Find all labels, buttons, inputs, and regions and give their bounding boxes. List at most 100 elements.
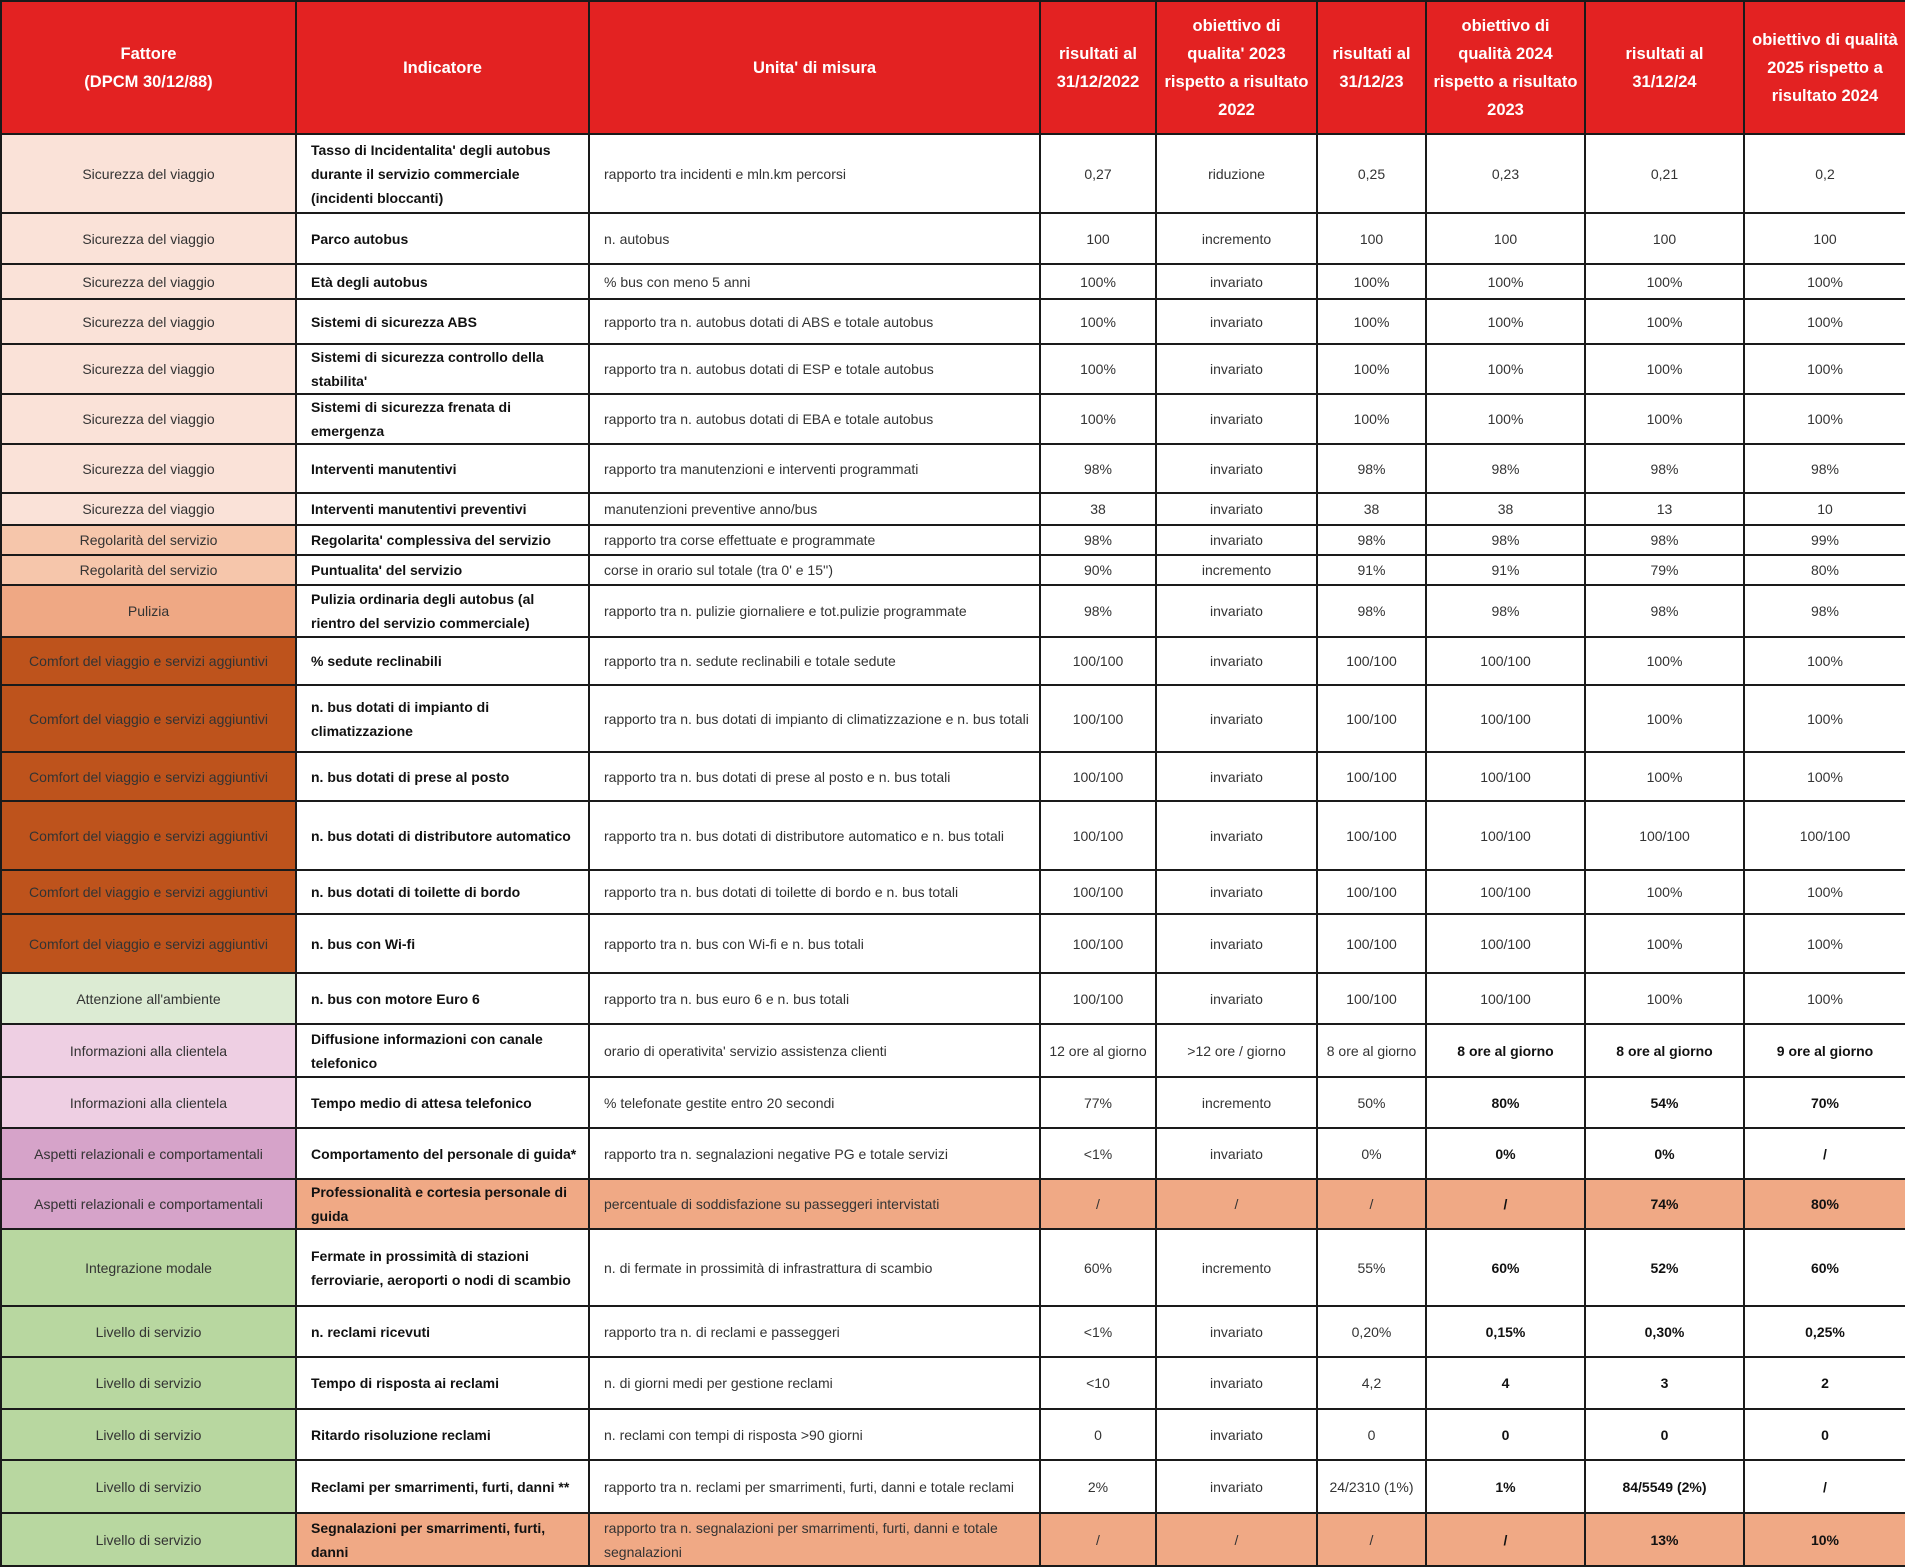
cell-unita-misura: rapporto tra n. bus dotati di distributo… (588, 800, 1041, 871)
table-row: Sicurezza del viaggio Sistemi di sicurezz… (0, 298, 1905, 345)
cell-indicatore: n. bus con motore Euro 6 (295, 972, 590, 1025)
cell-fattore: Regolarità del servizio (0, 524, 297, 556)
cell-risultati-2022: 100/100 (1039, 869, 1157, 915)
cell-indicatore: Tasso di Incidentalita' degli autobus du… (295, 133, 590, 214)
cell-obiettivo-2023: incremento (1155, 1228, 1318, 1307)
table-body: Sicurezza del viaggio Tasso di Incidental… (0, 133, 1905, 1567)
cell-indicatore: n. bus dotati di impianto di climatizzaz… (295, 684, 590, 753)
cell-unita-misura: rapporto tra incidenti e mln.km percorsi (588, 133, 1041, 214)
cell-obiettivo-2023: riduzione (1155, 133, 1318, 214)
cell-indicatore: % sedute reclinabili (295, 636, 590, 686)
header-obiettivo-2025: obiettivo di qualità 2025 rispetto a ris… (1743, 0, 1905, 135)
cell-fattore: Sicurezza del viaggio (0, 343, 297, 395)
cell-risultati-2022: 60% (1039, 1228, 1157, 1307)
cell-risultati-2024: 100% (1584, 913, 1745, 974)
cell-risultati-2024: 0,21 (1584, 133, 1745, 214)
cell-risultati-2023: 100 (1316, 212, 1427, 265)
cell-indicatore: Comportamento del personale di guida* (295, 1127, 590, 1180)
cell-indicatore: Interventi manutentivi (295, 443, 590, 494)
cell-risultati-2023: 100% (1316, 298, 1427, 345)
cell-risultati-2022: 100/100 (1039, 684, 1157, 753)
cell-obiettivo-2024: 0 (1425, 1408, 1586, 1461)
cell-risultati-2022: <10 (1039, 1356, 1157, 1410)
cell-obiettivo-2025: 10% (1743, 1512, 1905, 1567)
cell-obiettivo-2023: invariato (1155, 1408, 1318, 1461)
table-row: Livello di servizio n. reclami ricevuti ra… (0, 1305, 1905, 1358)
cell-risultati-2024: 13% (1584, 1512, 1745, 1567)
header-fattore: Fattore (DPCM 30/12/88) (0, 0, 297, 135)
header-risultati-2022: risultati al 31/12/2022 (1039, 0, 1157, 135)
cell-risultati-2023: 100/100 (1316, 684, 1427, 753)
cell-fattore: Sicurezza del viaggio (0, 212, 297, 265)
cell-obiettivo-2024: 100/100 (1425, 751, 1586, 802)
cell-risultati-2022: 100 (1039, 212, 1157, 265)
cell-indicatore: Regolarita' complessiva del servizio (295, 524, 590, 556)
cell-obiettivo-2025: 100% (1743, 751, 1905, 802)
cell-obiettivo-2023: >12 ore / giorno (1155, 1023, 1318, 1078)
cell-fattore: Pulizia (0, 584, 297, 638)
cell-risultati-2024: 0,30% (1584, 1305, 1745, 1358)
cell-obiettivo-2025: 100% (1743, 393, 1905, 445)
cell-risultati-2024: 100 (1584, 212, 1745, 265)
cell-obiettivo-2024: / (1425, 1178, 1586, 1230)
table-row: Comfort del viaggio e servizi aggiuntivi… (0, 913, 1905, 974)
cell-risultati-2022: 98% (1039, 524, 1157, 556)
table-row: Sicurezza del viaggio Sistemi di sicurezz… (0, 343, 1905, 395)
cell-obiettivo-2024: 100% (1425, 298, 1586, 345)
header-risultati-2024: risultati al 31/12/24 (1584, 0, 1745, 135)
cell-risultati-2024: 98% (1584, 443, 1745, 494)
cell-unita-misura: n. autobus (588, 212, 1041, 265)
cell-obiettivo-2024: 98% (1425, 584, 1586, 638)
table-row: Aspetti relazionali e comportamentali Pro… (0, 1178, 1905, 1230)
cell-obiettivo-2024: 100% (1425, 343, 1586, 395)
header-obiettivo-2023: obiettivo di qualita' 2023 rispetto a ri… (1155, 0, 1318, 135)
cell-fattore: Sicurezza del viaggio (0, 393, 297, 445)
cell-obiettivo-2023: invariato (1155, 584, 1318, 638)
cell-indicatore: n. bus con Wi-fi (295, 913, 590, 974)
cell-risultati-2022: / (1039, 1512, 1157, 1567)
cell-risultati-2024: 100/100 (1584, 800, 1745, 871)
cell-risultati-2024: 100% (1584, 869, 1745, 915)
cell-obiettivo-2024: 100% (1425, 393, 1586, 445)
table-row: Comfort del viaggio e servizi aggiuntivi… (0, 636, 1905, 686)
cell-risultati-2023: 100% (1316, 393, 1427, 445)
cell-risultati-2022: 100% (1039, 343, 1157, 395)
cell-fattore: Livello di servizio (0, 1512, 297, 1567)
cell-obiettivo-2024: 80% (1425, 1076, 1586, 1129)
cell-unita-misura: manutenzioni preventive anno/bus (588, 492, 1041, 526)
header-row: Fattore (DPCM 30/12/88) Indicatore Unita… (0, 0, 1905, 135)
cell-fattore: Livello di servizio (0, 1459, 297, 1514)
cell-risultati-2022: 77% (1039, 1076, 1157, 1129)
cell-risultati-2023: 0,25 (1316, 133, 1427, 214)
cell-obiettivo-2025: 100/100 (1743, 800, 1905, 871)
cell-risultati-2024: 100% (1584, 263, 1745, 300)
table-row: Livello di servizio Segnalazioni per smar… (0, 1512, 1905, 1567)
cell-indicatore: Pulizia ordinaria degli autobus (al rien… (295, 584, 590, 638)
cell-fattore: Sicurezza del viaggio (0, 492, 297, 526)
cell-obiettivo-2024: 100/100 (1425, 800, 1586, 871)
cell-obiettivo-2023: invariato (1155, 636, 1318, 686)
table-row: Aspetti relazionali e comportamentali Com… (0, 1127, 1905, 1180)
header-obiettivo-2024: obiettivo di qualità 2024 rispetto a ris… (1425, 0, 1586, 135)
cell-indicatore: Fermate in prossimità di stazioni ferrov… (295, 1228, 590, 1307)
cell-obiettivo-2023: invariato (1155, 524, 1318, 556)
cell-obiettivo-2023: invariato (1155, 492, 1318, 526)
cell-obiettivo-2024: 38 (1425, 492, 1586, 526)
cell-risultati-2023: 98% (1316, 443, 1427, 494)
cell-obiettivo-2023: invariato (1155, 298, 1318, 345)
cell-obiettivo-2025: 10 (1743, 492, 1905, 526)
table-row: Sicurezza del viaggio Tasso di Incidental… (0, 133, 1905, 214)
cell-unita-misura: rapporto tra manutenzioni e interventi p… (588, 443, 1041, 494)
table-row: Sicurezza del viaggio Parco autobus n. aut… (0, 212, 1905, 265)
cell-obiettivo-2025: 0 (1743, 1408, 1905, 1461)
cell-indicatore: Professionalità e cortesia personale di … (295, 1178, 590, 1230)
cell-risultati-2022: 100/100 (1039, 636, 1157, 686)
cell-fattore: Comfort del viaggio e servizi aggiuntivi (0, 800, 297, 871)
cell-unita-misura: rapporto tra n. reclami per smarrimenti,… (588, 1459, 1041, 1514)
cell-unita-misura: rapporto tra n. bus dotati di impianto d… (588, 684, 1041, 753)
cell-unita-misura: rapporto tra n. bus euro 6 e n. bus tota… (588, 972, 1041, 1025)
cell-obiettivo-2024: 98% (1425, 443, 1586, 494)
cell-unita-misura: rapporto tra n. pulizie giornaliere e to… (588, 584, 1041, 638)
cell-risultati-2022: 100% (1039, 393, 1157, 445)
